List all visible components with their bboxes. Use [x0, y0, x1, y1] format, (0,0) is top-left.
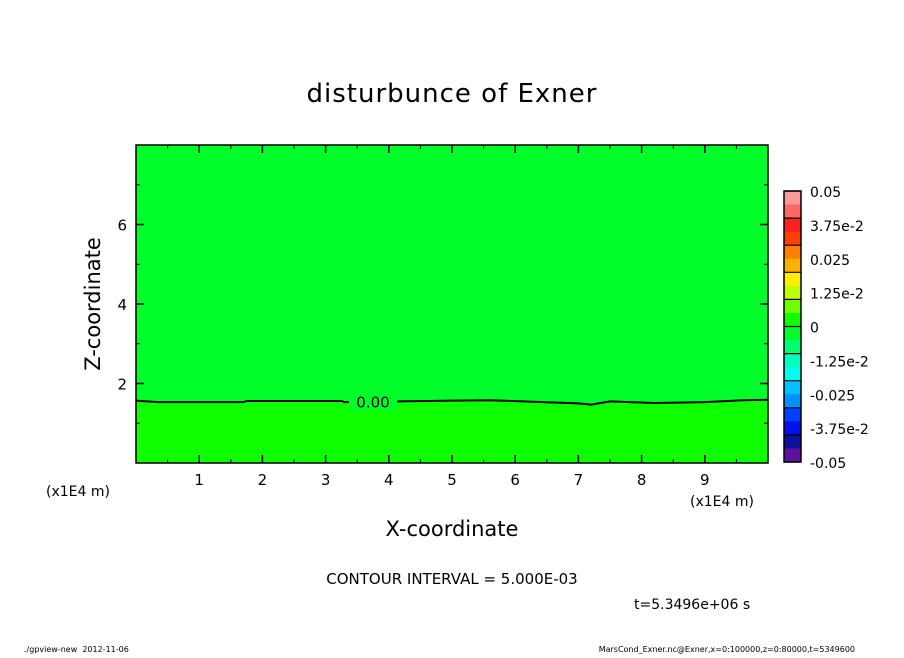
chart-title: disturbunce of Exner	[307, 79, 598, 109]
colorbar-band	[784, 299, 801, 314]
colorbar: 0.05 3.75e-2 0.025 1.25e-2 0 -1.25e-2 -0.025 -3…	[783, 185, 869, 472]
colorbar-tick-label: 0	[810, 321, 819, 337]
colorbar-band	[784, 231, 801, 246]
colorbar-band	[784, 421, 801, 436]
colorbar-tick-label: -0.025	[810, 388, 855, 404]
colorbar-band	[784, 380, 801, 395]
colorbar-band	[784, 326, 801, 341]
y-axis-label: Z-coordinate	[81, 237, 105, 371]
colorbar-band	[784, 312, 801, 327]
x-tick-label: 5	[447, 471, 457, 489]
colorbar-band	[784, 394, 801, 409]
colorbar-band	[784, 407, 801, 422]
colorbar-band	[784, 353, 801, 368]
contour-line-0	[135, 398, 769, 406]
colorbar-tick-label: 3.75e-2	[810, 219, 864, 235]
colorbar-band	[784, 258, 801, 273]
y-axis: 2 4 6	[117, 184, 768, 424]
colorbar-tick-label: 1.25e-2	[810, 287, 864, 303]
time-label: t=5.3496e+06 s	[634, 597, 750, 613]
colorbar-band	[784, 367, 801, 382]
x-tick-label: 1	[194, 471, 204, 489]
x-tick-label: 2	[258, 471, 268, 489]
fill-region-below	[136, 399, 768, 463]
y-tick-label: 6	[117, 217, 127, 235]
colorbar-frame	[783, 190, 802, 463]
x-tick-label: 6	[510, 471, 520, 489]
colorbar-band	[784, 434, 801, 449]
y-tick-label: 2	[117, 376, 127, 394]
colorbar-band	[784, 204, 801, 219]
contour-label-bg	[349, 392, 397, 411]
colorbar-tick-label: -0.05	[810, 456, 846, 472]
colorbar-band	[784, 272, 801, 287]
colorbar-band	[784, 218, 801, 233]
plot-area: 0.00	[135, 144, 769, 464]
x-tick-label: 3	[321, 471, 331, 489]
colorbar-tick-label: -3.75e-2	[810, 422, 869, 438]
x-tick-label: 9	[700, 471, 710, 489]
x-tick-label: 8	[637, 471, 647, 489]
colorbar-band	[784, 285, 801, 300]
colorbar-band	[784, 340, 801, 355]
colorbar-tick-label: 0.025	[810, 253, 850, 269]
x-tick-label: 4	[384, 471, 394, 489]
colorbar-tick-label: -1.25e-2	[810, 354, 869, 370]
footer-right: MarsCond_Exner.nc@Exner,x=0:100000,z=0:8…	[599, 645, 855, 654]
footer-left: ./gpview-new 2012-11-06	[24, 645, 129, 654]
x-unit-label-right: (x1E4 m)	[690, 494, 754, 510]
colorbar-band	[784, 191, 801, 206]
x-axis: 1 2 3 4 5 6 7 8 9	[167, 145, 737, 489]
colorbar-tick-label: 0.05	[810, 185, 841, 201]
y-tick-label: 4	[117, 296, 127, 314]
x-tick-label: 7	[574, 471, 584, 489]
contour-label: 0.00	[356, 393, 389, 411]
contour-interval-label: CONTOUR INTERVAL = 5.000E-03	[326, 570, 577, 588]
colorbar-band	[784, 448, 801, 463]
x-axis-label: X-coordinate	[386, 517, 519, 541]
x-unit-label-left: (x1E4 m)	[46, 484, 110, 500]
colorbar-band	[784, 245, 801, 260]
